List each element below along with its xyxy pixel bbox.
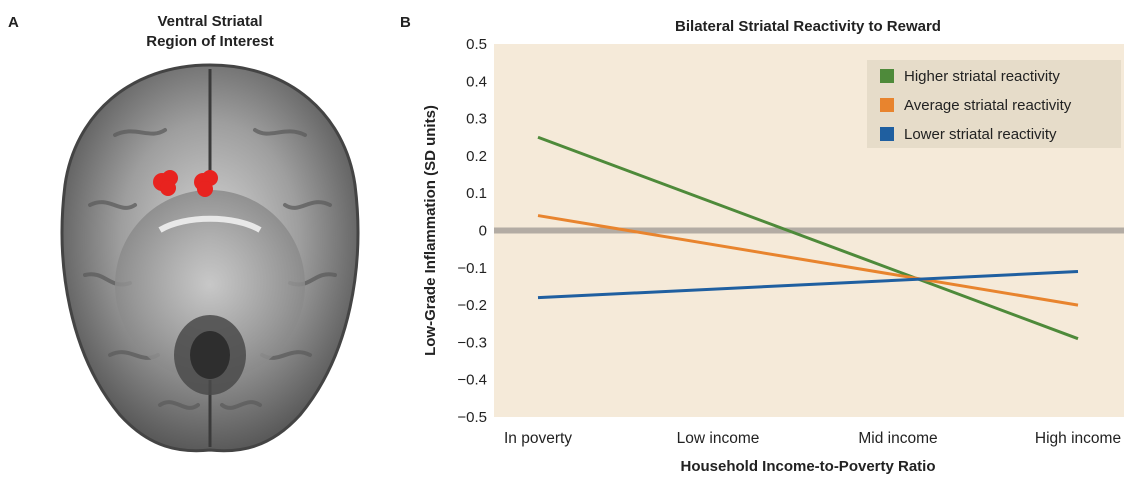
x-tick-label: Mid income: [858, 430, 937, 447]
panel-b-label: B: [400, 14, 411, 31]
chart-title: Bilateral Striatal Reactivity to Reward: [675, 18, 941, 35]
y-tick-label: 0.5: [466, 36, 487, 53]
roi-title: Ventral Striatal Region of Interest: [120, 12, 300, 52]
y-tick-label: 0.4: [466, 73, 487, 90]
y-tick-label: 0.2: [466, 148, 487, 165]
brain-axial-slice-image: [60, 63, 360, 453]
legend: Higher striatal reactivity Average striat…: [867, 60, 1121, 148]
legend-box: [867, 60, 1121, 148]
series-line: [537, 270, 1079, 300]
y-tick-label: 0: [479, 223, 487, 240]
roi-title-line-1: Ventral Striatal: [157, 13, 263, 30]
y-tick-label: −0.4: [457, 372, 487, 389]
legend-swatch: [880, 69, 894, 83]
legend-entry: Average striatal reactivity: [904, 97, 1072, 114]
roi-highlight: [153, 170, 218, 197]
legend-entry: Lower striatal reactivity: [904, 126, 1057, 143]
x-tick-label: High income: [1035, 430, 1121, 447]
x-tick-label: In poverty: [504, 430, 572, 447]
legend-swatch: [880, 127, 894, 141]
y-tick-label: −0.2: [457, 297, 487, 314]
panel-a-label: A: [8, 14, 19, 31]
y-tick-label: −0.5: [457, 409, 487, 426]
series-line: [537, 214, 1079, 307]
y-axis-title: Low-Grade Inflammation (SD units): [422, 105, 439, 356]
y-axis: 0.5 0.4 0.3 0.2 0.1 0 −0.1 −0.2 −0.3 −0.4 −0.5: [457, 36, 487, 426]
legend-entry: Higher striatal reactivity: [904, 68, 1060, 85]
y-tick-label: 0.3: [466, 111, 487, 128]
legend-swatch: [880, 98, 894, 112]
x-axis: In poverty Low income Mid income High incom…: [504, 430, 1121, 447]
x-axis-title: Household Income-to-Poverty Ratio: [680, 458, 935, 475]
roi-title-line-2: Region of Interest: [146, 33, 274, 50]
y-tick-label: 0.1: [466, 185, 487, 202]
series-line: [537, 135, 1079, 341]
y-tick-label: −0.3: [457, 334, 487, 351]
x-tick-label: Low income: [677, 430, 760, 447]
series-lines: [537, 135, 1079, 341]
y-tick-label: −0.1: [457, 260, 487, 277]
